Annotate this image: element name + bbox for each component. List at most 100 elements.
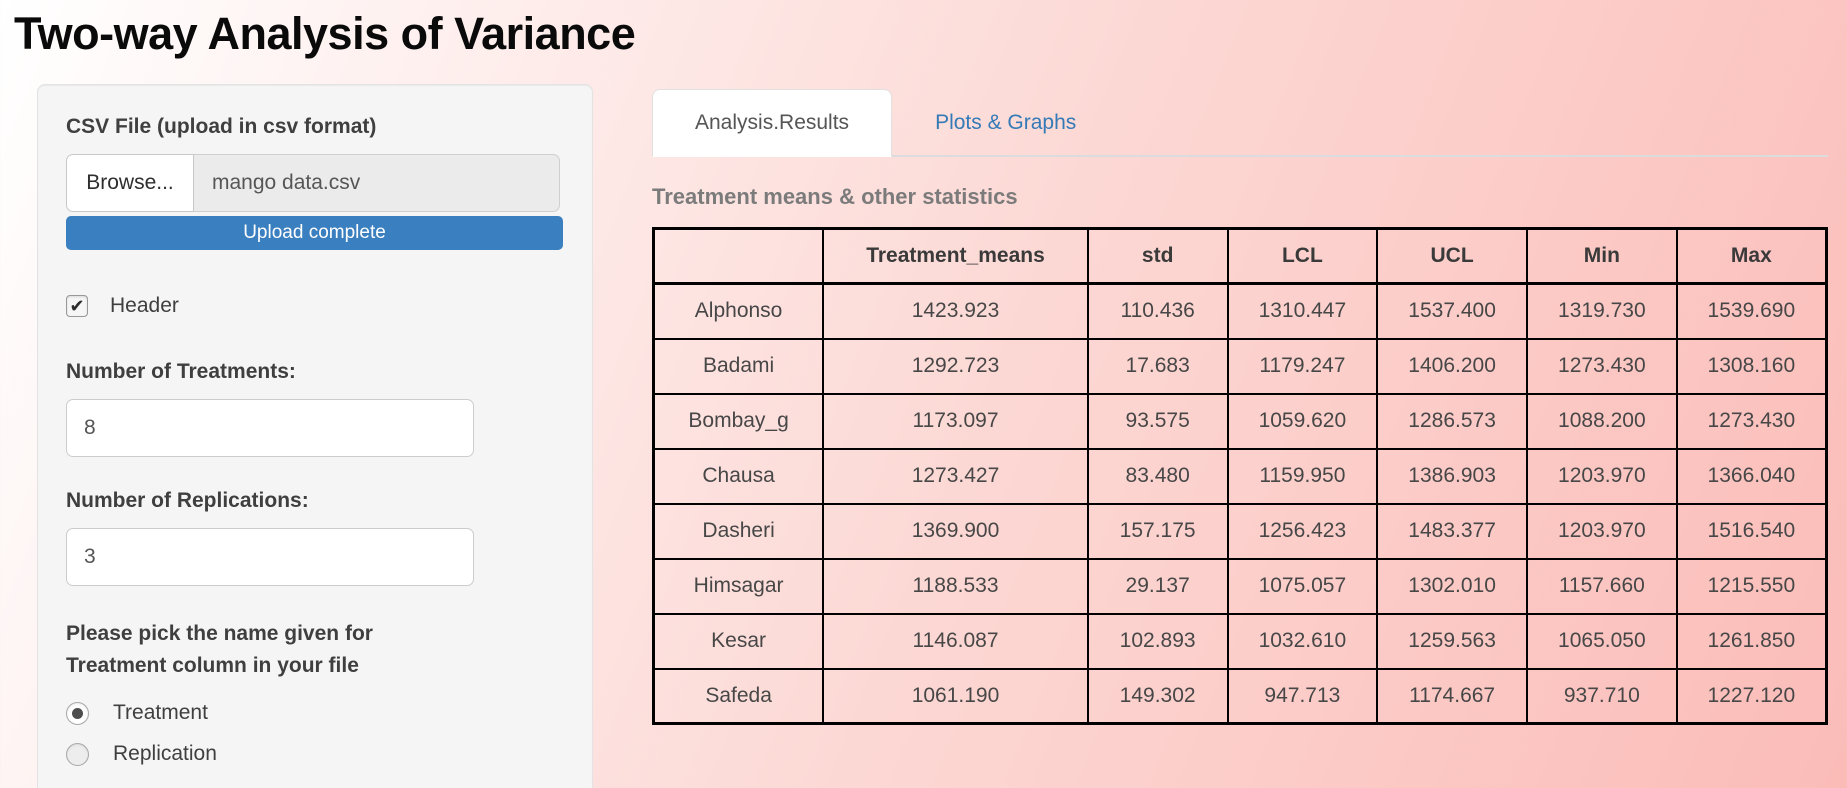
treatments-input[interactable] xyxy=(66,399,474,457)
table-cell: 1061.190 xyxy=(822,667,1089,725)
file-input-group: Browse... mango data.csv xyxy=(66,154,560,212)
table-cell: 1516.540 xyxy=(1675,502,1828,560)
table-cell: 1179.247 xyxy=(1226,337,1379,395)
table-row: Himsagar 1188.533 29.137 1075.057 1302.010 11… xyxy=(652,557,1828,615)
column-header xyxy=(652,227,825,285)
table-row: Alphonso 1423.923 110.436 1310.447 1537.400 1… xyxy=(652,282,1828,340)
table-cell: 1273.430 xyxy=(1525,337,1678,395)
table-cell: 83.480 xyxy=(1086,447,1229,505)
radio-label: Replication xyxy=(113,742,217,765)
table-cell: 1215.550 xyxy=(1675,557,1828,615)
file-upload-label: CSV File (upload in csv format) xyxy=(66,115,377,138)
radio-button-replication[interactable] xyxy=(66,742,89,766)
table-cell: 1483.377 xyxy=(1376,502,1528,560)
table-cell: 149.302 xyxy=(1086,667,1229,725)
table-header-row: Treatment_means std LCL UCL Min Max xyxy=(652,227,1828,285)
column-header: std xyxy=(1086,227,1229,285)
treatment-stats-table: Treatment_means std LCL UCL Min Max Alphonso 1… xyxy=(652,227,1828,725)
column-header: LCL xyxy=(1226,227,1379,285)
table-cell: 29.137 xyxy=(1086,557,1229,615)
row-name-cell: Himsagar xyxy=(652,557,825,615)
main-panel: Analysis.Results Plots & Graphs Treatment… xyxy=(652,84,1828,725)
row-name-cell: Alphonso xyxy=(652,282,825,340)
table-cell: 157.175 xyxy=(1086,502,1229,560)
column-header: Max xyxy=(1675,227,1828,285)
table-cell: 1286.573 xyxy=(1376,392,1528,450)
row-name-cell: Dasheri xyxy=(652,502,825,560)
table-cell: 1256.423 xyxy=(1226,502,1379,560)
upload-progress-bar: Upload complete xyxy=(66,216,563,250)
table-cell: 1319.730 xyxy=(1525,282,1678,340)
table-row: Dasheri 1369.900 157.175 1256.423 1483.377 12… xyxy=(652,502,1828,560)
row-name-cell: Chausa xyxy=(652,447,825,505)
table-cell: 1203.970 xyxy=(1525,447,1678,505)
table-row: Badami 1292.723 17.683 1179.247 1406.200 1273… xyxy=(652,337,1828,395)
file-name-field: mango data.csv xyxy=(194,154,560,212)
treatment-column-radio-group: Treatment Replication xyxy=(66,701,564,766)
table-row: Safeda 1061.190 149.302 947.713 1174.667 937.… xyxy=(652,667,1828,725)
table-row: Kesar 1146.087 102.893 1032.610 1259.563 1065… xyxy=(652,612,1828,670)
table-cell: 1188.533 xyxy=(822,557,1089,615)
column-header: Min xyxy=(1525,227,1678,285)
table-cell: 1310.447 xyxy=(1226,282,1379,340)
table-cell: 1369.900 xyxy=(822,502,1089,560)
table-cell: 1261.850 xyxy=(1675,612,1828,670)
table-cell: 93.575 xyxy=(1086,392,1229,450)
table-cell: 110.436 xyxy=(1086,282,1229,340)
table-cell: 1259.563 xyxy=(1376,612,1528,670)
table-cell: 1159.950 xyxy=(1226,447,1379,505)
row-name-cell: Safeda xyxy=(652,667,825,725)
table-cell: 102.893 xyxy=(1086,612,1229,670)
content-row: CSV File (upload in csv format) Browse..… xyxy=(0,84,1847,788)
table-cell: 1173.097 xyxy=(822,392,1089,450)
treatment-column-radio-group-label: Please pick the name given for Treatment… xyxy=(66,622,373,677)
table-cell: 1366.040 xyxy=(1675,447,1828,505)
section-heading: Treatment means & other statistics xyxy=(652,184,1018,209)
table-cell: 1273.430 xyxy=(1675,392,1828,450)
treatments-label: Number of Treatments: xyxy=(66,360,296,383)
header-checkbox[interactable]: ✔ xyxy=(66,295,88,317)
table-row: Chausa 1273.427 83.480 1159.950 1386.903 1203… xyxy=(652,447,1828,505)
table-cell: 1065.050 xyxy=(1525,612,1678,670)
table-cell: 947.713 xyxy=(1226,667,1379,725)
column-header: Treatment_means xyxy=(822,227,1089,285)
table-cell: 1406.200 xyxy=(1376,337,1528,395)
table-row: Bombay_g 1173.097 93.575 1059.620 1286.573 10… xyxy=(652,392,1828,450)
replications-label: Number of Replications: xyxy=(66,489,309,512)
radio-option-replication[interactable]: Replication xyxy=(66,742,564,766)
radio-option-treatment[interactable]: Treatment xyxy=(66,701,564,725)
table-cell: 1537.400 xyxy=(1376,282,1528,340)
table-cell: 937.710 xyxy=(1525,667,1678,725)
tab-plots-graphs[interactable]: Plots & Graphs xyxy=(935,111,1077,134)
row-name-cell: Bombay_g xyxy=(652,392,825,450)
table-cell: 1146.087 xyxy=(822,612,1089,670)
table-cell: 1308.160 xyxy=(1675,337,1828,395)
table-cell: 1088.200 xyxy=(1525,392,1678,450)
table-cell: 1273.427 xyxy=(822,447,1089,505)
table-cell: 1157.660 xyxy=(1525,557,1678,615)
replications-input[interactable] xyxy=(66,528,474,586)
table-cell: 1059.620 xyxy=(1226,392,1379,450)
browse-button[interactable]: Browse... xyxy=(66,154,194,212)
table-cell: 1032.610 xyxy=(1226,612,1379,670)
table-cell: 1539.690 xyxy=(1675,282,1828,340)
tab-analysis-results[interactable]: Analysis.Results xyxy=(652,89,893,157)
sidebar-panel: CSV File (upload in csv format) Browse..… xyxy=(37,84,593,788)
table-cell: 1302.010 xyxy=(1376,557,1528,615)
table-cell: 1174.667 xyxy=(1376,667,1528,725)
header-checkbox-row[interactable]: ✔ Header xyxy=(66,294,564,318)
table-cell: 1227.120 xyxy=(1675,667,1828,725)
table-cell: 1203.970 xyxy=(1525,502,1678,560)
table-cell: 1075.057 xyxy=(1226,557,1379,615)
header-checkbox-label: Header xyxy=(110,294,179,317)
row-name-cell: Badami xyxy=(652,337,825,395)
radio-label: Treatment xyxy=(113,701,208,724)
table-cell: 1423.923 xyxy=(822,282,1089,340)
page-title: Two-way Analysis of Variance xyxy=(14,8,636,59)
table-cell: 17.683 xyxy=(1086,337,1229,395)
table-cell: 1292.723 xyxy=(822,337,1089,395)
column-header: UCL xyxy=(1376,227,1528,285)
table-cell: 1386.903 xyxy=(1376,447,1528,505)
radio-button-treatment[interactable] xyxy=(66,701,89,725)
tab-bar: Analysis.Results Plots & Graphs xyxy=(652,84,1828,157)
